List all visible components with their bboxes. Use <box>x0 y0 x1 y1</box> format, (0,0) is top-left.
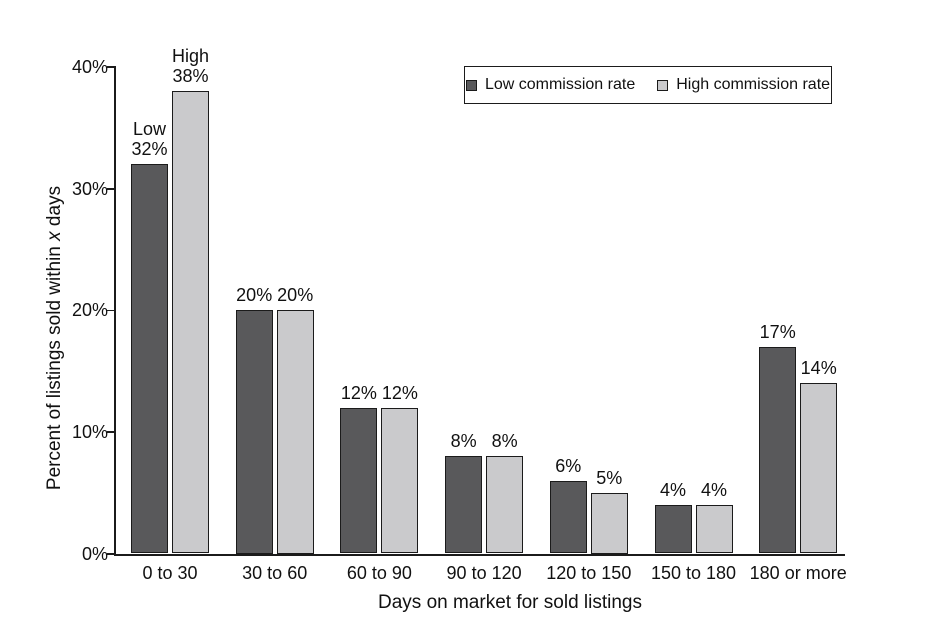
bar-low <box>654 504 692 554</box>
bar-low <box>445 456 483 554</box>
y-tick-mark <box>106 431 115 433</box>
y-tick-label: 40% <box>71 57 108 77</box>
bar-value-label: 20% <box>277 285 314 306</box>
bar-high <box>276 310 314 554</box>
bar-value-label: 4% <box>659 479 686 500</box>
bar-high <box>590 492 628 554</box>
bar-value-label: 8% <box>450 431 477 452</box>
y-axis-line <box>113 66 116 556</box>
bar-value-label: 8% <box>491 431 518 452</box>
y-tick-mark <box>106 552 115 555</box>
bar-value-label: 6% <box>555 455 582 476</box>
x-axis-line <box>113 553 845 556</box>
x-axis-title: Days on market for sold listings <box>378 592 642 613</box>
y-tick-label: 30% <box>71 178 108 199</box>
bar-high <box>695 504 733 554</box>
bar-high <box>381 407 419 554</box>
bar-value-label: 14% <box>800 358 837 379</box>
y-tick-label: 10% <box>71 421 108 442</box>
x-category-label: 60 to 90 <box>346 563 412 583</box>
bar-value-label: 17% <box>759 321 796 342</box>
legend-swatch-high-icon <box>657 79 669 91</box>
y-tick-label: 0% <box>81 543 108 564</box>
bar-high <box>800 383 838 554</box>
y-tick-mark <box>106 309 115 312</box>
x-category-label: 120 to 150 <box>546 563 632 583</box>
legend-swatch-low-icon <box>465 79 477 91</box>
x-category-label: 30 to 60 <box>242 563 308 583</box>
legend-label-high: High commission rate <box>676 76 831 93</box>
bar-value-label: 20% <box>236 285 273 306</box>
legend-item-high: High commission rate <box>657 76 830 94</box>
bar-low <box>759 346 797 554</box>
y-axis-title-italic-x: x <box>44 231 65 241</box>
y-axis-title-prefix: Percent of listings sold within <box>44 240 65 491</box>
bar-high <box>486 456 524 554</box>
bar-low <box>340 407 378 554</box>
bar-low <box>235 310 273 554</box>
bar-low <box>549 480 587 554</box>
bar-value-label: 5% <box>596 467 623 488</box>
y-tick-mark <box>106 66 115 69</box>
bar-high <box>172 91 209 554</box>
x-category-label: 180 or more <box>749 563 847 583</box>
legend: Low commission rate High commission rate <box>464 66 832 104</box>
y-tick-mark <box>106 187 115 190</box>
y-tick-label: 20% <box>71 300 108 321</box>
bar-value-label: Low 32% <box>131 119 168 160</box>
legend-item-low: Low commission rate <box>465 76 636 94</box>
bar-low <box>131 164 168 554</box>
x-category-label: 90 to 120 <box>446 563 522 583</box>
bar-value-label: High 38% <box>171 46 210 87</box>
bar-value-label: 4% <box>700 479 727 500</box>
bar-value-label: 12% <box>340 382 377 403</box>
x-category-label: 0 to 30 <box>142 563 198 583</box>
bar-value-label: 12% <box>381 382 418 403</box>
x-category-label: 150 to 180 <box>650 563 737 583</box>
legend-label-low: Low commission rate <box>484 76 636 93</box>
